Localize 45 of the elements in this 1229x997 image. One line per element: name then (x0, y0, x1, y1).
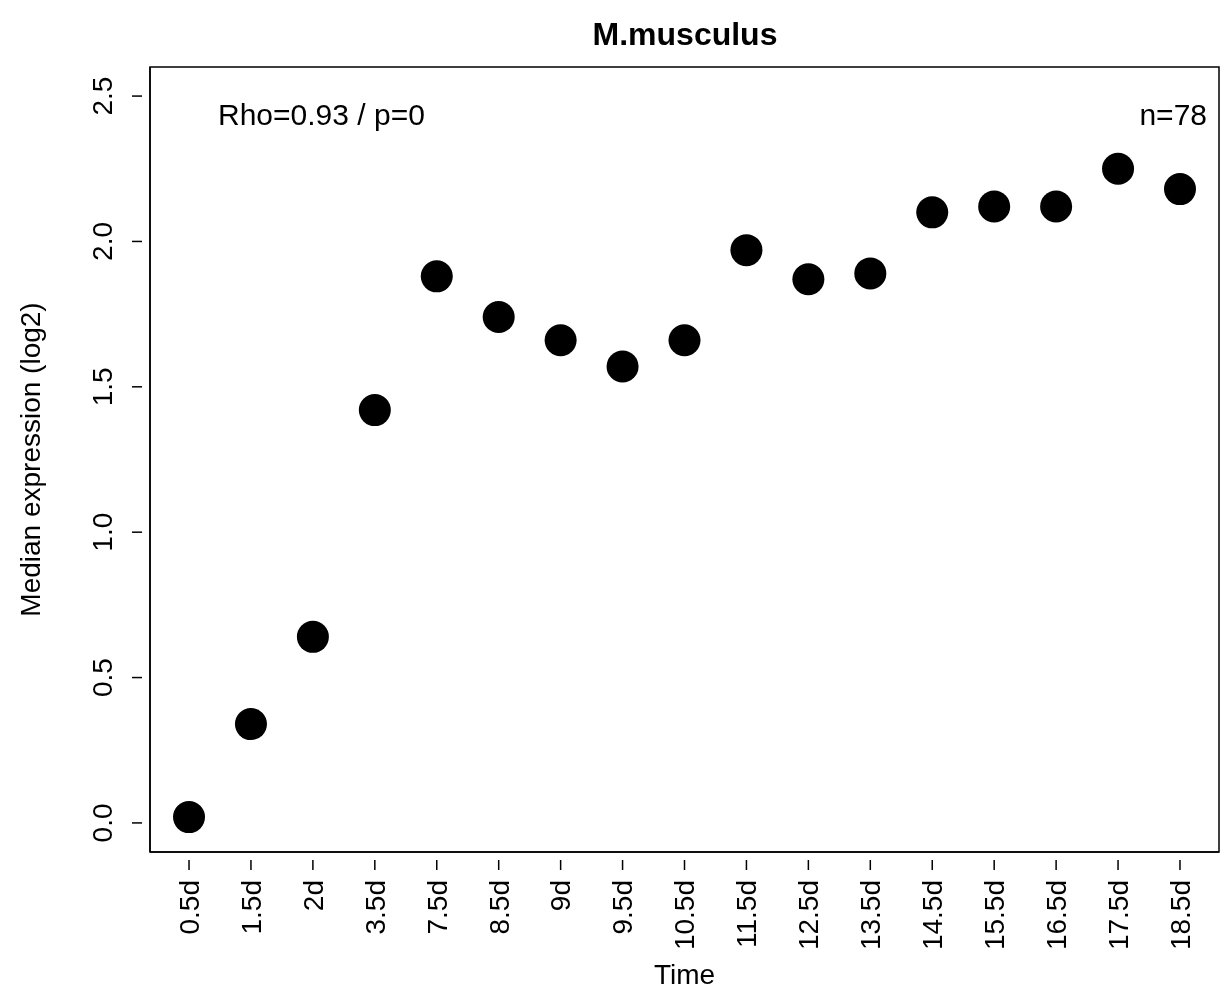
x-tick-label: 17.5d (1102, 880, 1134, 951)
y-tick-label: 0.5 (87, 658, 118, 698)
point (234, 708, 267, 741)
point (296, 620, 329, 653)
point (854, 257, 887, 290)
annotation: n=78 (1139, 98, 1207, 132)
y-tick-label: 0.0 (87, 803, 118, 843)
x-tick-label: 8.5d (483, 880, 515, 935)
y-axis-title: Median expression (log2) (14, 302, 46, 617)
point (482, 301, 515, 334)
point (173, 801, 206, 834)
point (420, 260, 453, 293)
point (1040, 190, 1073, 223)
x-tick-label: 1.5d (235, 880, 267, 935)
x-tick-label: 14.5d (917, 880, 949, 951)
y-tick-label: 2.0 (87, 221, 118, 261)
point (606, 350, 639, 383)
point (668, 324, 701, 357)
chart-title: M.musculus (591, 16, 779, 53)
x-tick-label: 12.5d (793, 880, 825, 951)
point (978, 190, 1011, 223)
x-axis-title: Time (653, 959, 716, 990)
point (544, 324, 577, 357)
x-tick-label: 11.5d (731, 880, 763, 948)
x-tick-label: 0.5d (173, 880, 205, 935)
x-tick-label: 3.5d (359, 880, 391, 935)
point (792, 263, 825, 296)
y-tick-label: 1.5 (87, 367, 118, 407)
x-tick-label: 2d (297, 880, 329, 912)
x-tick-label: 13.5d (855, 880, 887, 951)
x-tick-label: 15.5d (978, 880, 1010, 951)
x-tick-label: 10.5d (669, 880, 701, 951)
x-tick-label: 7.5d (421, 880, 453, 935)
point (1163, 173, 1196, 206)
x-tick-label: 9d (545, 880, 577, 912)
x-tick-label: 18.5d (1164, 880, 1196, 951)
y-tick-label: 1.0 (87, 512, 118, 552)
y-tick-label: 2.5 (87, 76, 118, 116)
x-tick-label: 16.5d (1040, 880, 1072, 951)
point (358, 394, 391, 427)
x-tick-label: 9.5d (607, 880, 639, 935)
annotation: Rho=0.93 / p=0 (218, 98, 425, 132)
point (730, 234, 763, 267)
point (1102, 152, 1135, 185)
point (916, 196, 949, 229)
